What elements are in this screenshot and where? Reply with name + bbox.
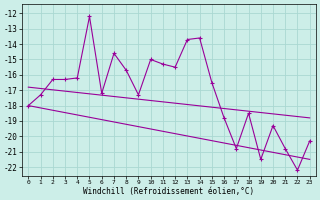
X-axis label: Windchill (Refroidissement éolien,°C): Windchill (Refroidissement éolien,°C) xyxy=(84,187,255,196)
